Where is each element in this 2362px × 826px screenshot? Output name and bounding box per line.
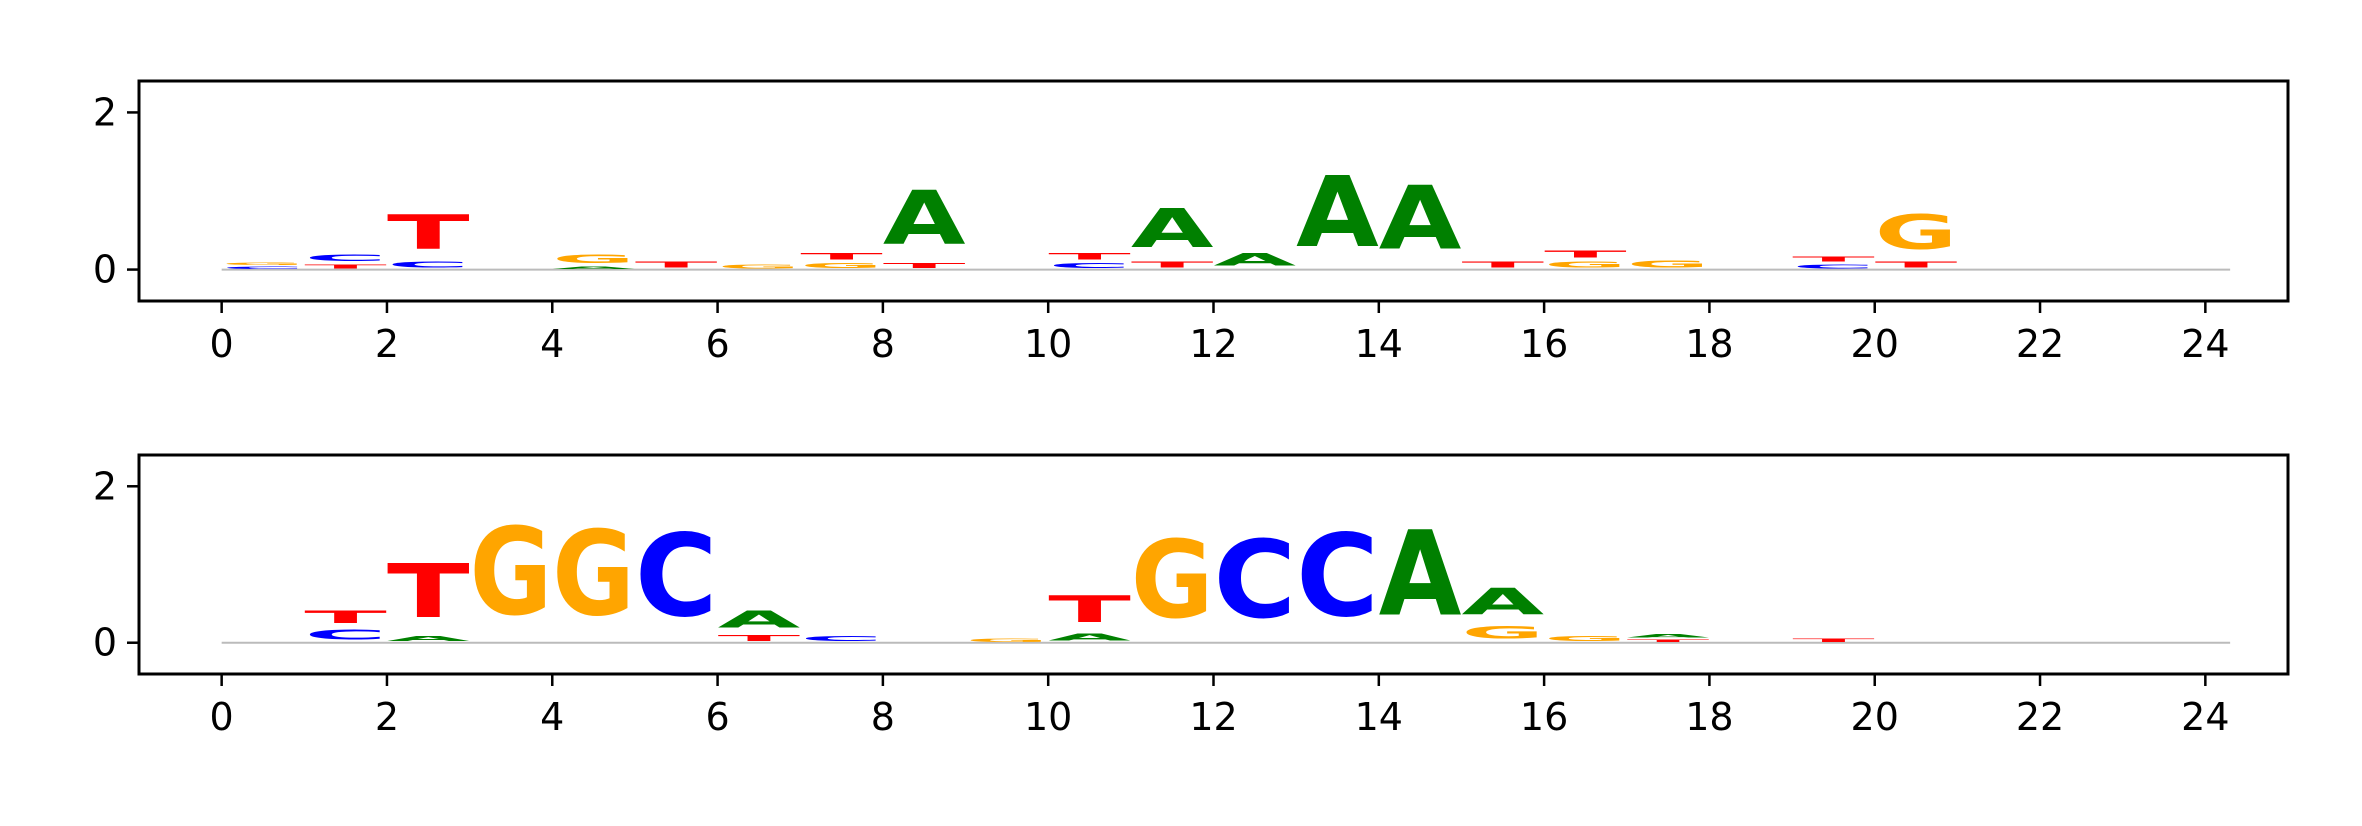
x-tick-label: 16 xyxy=(1520,322,1568,366)
logo-letter-T: T xyxy=(1131,260,1214,269)
logo-letter-C: C xyxy=(1214,518,1297,643)
logo-letter-G: G xyxy=(966,638,1049,643)
x-tick-label: 22 xyxy=(2016,322,2064,366)
logo-letter-A: A xyxy=(552,266,635,270)
logo-letter-T: T xyxy=(718,633,801,642)
logo-letter-A: A xyxy=(1627,633,1710,638)
logo-letter-T: T xyxy=(1048,588,1131,631)
logo-letter-A: A xyxy=(387,635,470,643)
x-tick-label: 20 xyxy=(1851,695,1899,739)
logo-letter-G: G xyxy=(470,503,553,643)
x-tick-label: 0 xyxy=(210,695,234,739)
logo-letter-A: A xyxy=(1461,580,1544,623)
logo-letter-A: A xyxy=(1214,250,1297,270)
logo-letter-G: G xyxy=(1544,260,1627,269)
x-tick-label: 2 xyxy=(375,695,399,739)
logo-letter-C: C xyxy=(1296,510,1379,643)
x-tick-label: 6 xyxy=(705,322,729,366)
x-tick-label: 2 xyxy=(375,322,399,366)
logo-letter-T: T xyxy=(1627,639,1710,643)
x-tick-label: 8 xyxy=(871,322,895,366)
x-tick-label: 8 xyxy=(871,695,895,739)
x-tick-label: 16 xyxy=(1520,695,1568,739)
x-tick-label: 14 xyxy=(1355,695,1403,739)
y-tick-label: 2 xyxy=(93,90,117,134)
logo-letter-C: C xyxy=(1048,262,1131,270)
x-tick-label: 24 xyxy=(2181,695,2229,739)
logo-letter-T: T xyxy=(1048,252,1131,262)
x-tick-label: 20 xyxy=(1851,322,1899,366)
logo-letter-A: A xyxy=(1379,507,1462,643)
logo-letter-C: C xyxy=(387,260,470,269)
logo-letter-G: G xyxy=(552,252,635,265)
x-tick-label: 22 xyxy=(2016,695,2064,739)
logo-letter-T: T xyxy=(635,260,718,269)
logo-letter-T: T xyxy=(304,608,387,627)
logo-letter-C: C xyxy=(800,635,883,643)
logo-letter-A: A xyxy=(1296,157,1379,270)
logo-letter-G: G xyxy=(1544,635,1627,643)
logo-letter-T: T xyxy=(800,252,883,262)
logo-letter-T: T xyxy=(387,205,470,260)
logo-letter-A: A xyxy=(1131,198,1214,260)
logo-letter-T: T xyxy=(1792,255,1875,263)
x-tick-label: 10 xyxy=(1024,695,1072,739)
x-tick-label: 24 xyxy=(2181,322,2229,366)
logo-letter-G: G xyxy=(718,263,801,269)
x-tick-label: 6 xyxy=(705,695,729,739)
y-tick-label: 2 xyxy=(93,464,117,508)
x-tick-label: 18 xyxy=(1685,322,1733,366)
logo-letter-A: A xyxy=(718,606,801,633)
logo-letter-T: T xyxy=(883,262,966,270)
logo-letter-C: C xyxy=(222,266,305,270)
logo-letter-A: A xyxy=(883,176,966,262)
logo-letter-C: C xyxy=(304,627,387,643)
logo-letter-G: G xyxy=(1627,259,1710,270)
x-tick-label: 0 xyxy=(210,322,234,366)
logo-letter-G: G xyxy=(1131,519,1214,643)
logo-letter-G: G xyxy=(222,262,305,266)
y-tick-label: 0 xyxy=(93,248,117,292)
y-tick-label: 0 xyxy=(93,621,117,665)
logo-letter-A: A xyxy=(1048,631,1131,643)
logo-letter-T: T xyxy=(1875,260,1958,269)
logo-letter-T: T xyxy=(1792,638,1875,643)
logo-letter-T: T xyxy=(1544,248,1627,260)
logo-letter-G: G xyxy=(800,262,883,270)
logo-letter-C: C xyxy=(635,510,718,643)
logo-letter-G: G xyxy=(1875,205,1958,260)
x-tick-label: 12 xyxy=(1189,695,1237,739)
logo-letter-G: G xyxy=(1461,623,1544,642)
x-tick-label: 18 xyxy=(1685,695,1733,739)
logo-letter-A: A xyxy=(1379,167,1462,269)
x-tick-label: 10 xyxy=(1024,322,1072,366)
x-tick-label: 14 xyxy=(1355,322,1403,366)
logo-letter-T: T xyxy=(387,549,470,635)
logo-letter-G: G xyxy=(552,506,635,642)
logo-letter-T: T xyxy=(304,263,387,269)
logo-letter-C: C xyxy=(1792,263,1875,269)
x-tick-label: 4 xyxy=(540,695,564,739)
x-tick-label: 12 xyxy=(1189,322,1237,366)
logo-letter-C: C xyxy=(304,253,387,263)
x-tick-label: 4 xyxy=(540,322,564,366)
logo-letter-T: T xyxy=(1461,260,1544,269)
